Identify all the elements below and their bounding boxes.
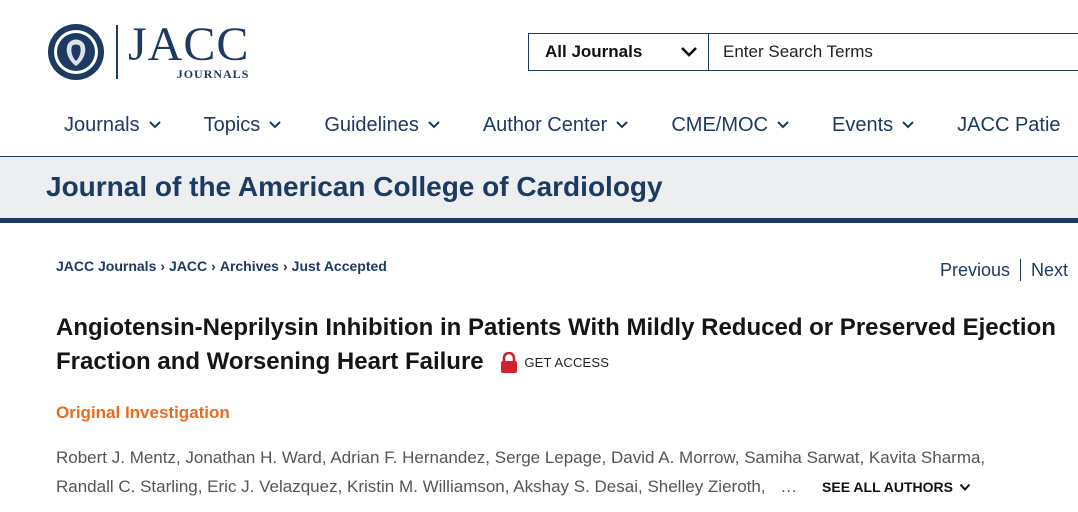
nav-label: JACC Patie [957,113,1061,136]
see-all-authors-button[interactable]: SEE ALL AUTHORS [822,473,971,502]
nav-guidelines[interactable]: Guidelines [324,114,441,137]
breadcrumb-just-accepted[interactable]: Just Accepted [291,258,387,274]
breadcrumb-jacc-journals[interactable]: JACC Journals [56,258,157,274]
pager-divider [1019,259,1021,281]
previous-link[interactable]: Previous [939,259,1010,280]
chevron-down-icon [616,121,629,129]
nav-events[interactable]: Events [832,114,915,137]
next-link[interactable]: Next [1030,259,1068,280]
article-title-text: Angiotensin-Neprilysin Inhibition in Pat… [56,314,1056,375]
chevron-down-icon [148,121,161,129]
main-nav: Journals Topics Guidelines Author Center… [64,108,1078,142]
journal-select-value: All Journals [545,42,643,61]
journal-select[interactable]: All Journals [529,34,709,70]
authors-line-2-text: Randall C. Starling, Eric J. Velazquez, … [56,477,766,496]
get-access-label: GET ACCESS [524,354,610,370]
breadcrumb: JACC Journals › JACC › Archives › Just Accepte… [56,258,387,274]
breadcrumb-separator: › [160,258,166,274]
authors-line-1: Robert J. Mentz, Jonathan H. Ward, Adria… [56,448,986,467]
logo-wordmark: JACC [128,17,250,71]
logo-divider [116,25,118,79]
see-all-authors-label: SEE ALL AUTHORS [822,479,953,495]
article-pager: Previous Next [940,259,1068,281]
nav-label: CME/MOC [671,113,769,136]
logo-subtitle: JOURNALS [176,66,250,81]
breadcrumb-archives[interactable]: Archives [219,258,279,274]
jacc-logo[interactable]: JACC JOURNALS [46,17,250,82]
lock-icon [501,351,518,373]
nav-journals[interactable]: Journals [64,114,162,137]
nav-label: Author Center [482,113,608,136]
journal-title-link[interactable]: Journal of the American College of Cardi… [46,171,663,202]
search-input[interactable] [709,34,1078,70]
author-list: Robert J. Mentz, Jonathan H. Ward, Adria… [56,443,1056,502]
article-title: Angiotensin-Neprilysin Inhibition in Pat… [56,311,1056,380]
authors-line-2: Randall C. Starling, Eric J. Velazquez, … [56,472,1056,502]
logo-text: JACC JOURNALS [128,17,250,82]
nav-cme-moc[interactable]: CME/MOC [671,114,790,137]
chevron-down-icon [428,121,440,129]
nav-label: Journals [64,113,140,136]
journal-banner: Journal of the American College of Cardi… [0,157,1078,223]
get-access-button[interactable]: GET ACCESS [500,346,609,380]
nav-author-center[interactable]: Author Center [483,114,630,137]
breadcrumb-separator: › [211,258,216,274]
nav-label: Events [832,113,894,136]
chevron-down-icon [777,121,789,129]
jacc-seal-logo [48,24,104,80]
authors-ellipsis: … [780,477,798,496]
chevron-down-icon [902,121,914,129]
article-type: Original Investigation [56,403,230,422]
chevron-down-icon [681,47,697,57]
nav-label: Guidelines [324,113,419,136]
chevron-down-icon [959,483,971,491]
nav-divider [0,156,1078,157]
search-bar: All Journals [528,33,1078,71]
nav-topics[interactable]: Topics [204,114,283,137]
nav-jacc-patient[interactable]: JACC Patie [957,114,1060,137]
chevron-down-icon [269,121,282,129]
breadcrumb-separator: › [282,258,288,274]
breadcrumb-jacc[interactable]: JACC [169,258,208,274]
nav-label: Topics [203,113,261,136]
